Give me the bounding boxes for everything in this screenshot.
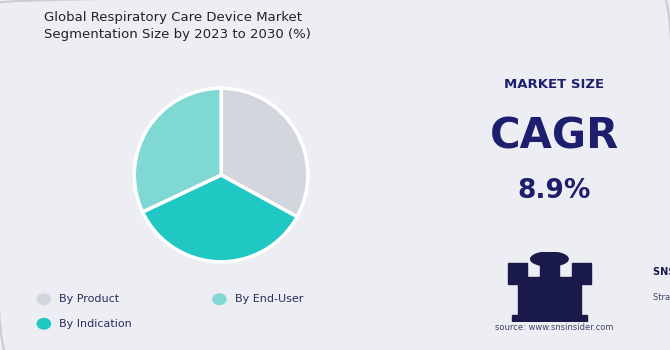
Wedge shape xyxy=(221,88,308,217)
Bar xyxy=(517,284,582,315)
Circle shape xyxy=(213,294,226,304)
Text: By End-User: By End-User xyxy=(234,294,303,304)
Text: Strategy & Stats: Strategy & Stats xyxy=(653,293,670,302)
Bar xyxy=(508,262,527,276)
Text: By Indication: By Indication xyxy=(59,319,132,329)
Bar xyxy=(572,262,591,276)
Bar xyxy=(508,276,591,284)
Text: 8.9%: 8.9% xyxy=(518,178,591,204)
Circle shape xyxy=(38,294,50,304)
Circle shape xyxy=(531,252,568,266)
Wedge shape xyxy=(134,88,221,212)
Bar xyxy=(540,262,559,276)
Text: Global Respiratory Care Device Market
Segmentation Size by 2023 to 2030 (%): Global Respiratory Care Device Market Se… xyxy=(44,10,311,41)
Wedge shape xyxy=(143,175,297,262)
Text: MARKET SIZE: MARKET SIZE xyxy=(505,77,604,91)
Circle shape xyxy=(38,318,50,329)
Text: source: www.snsinsider.com: source: www.snsinsider.com xyxy=(495,323,614,332)
Bar xyxy=(512,315,587,322)
Text: SNS INSIDER: SNS INSIDER xyxy=(653,267,670,276)
Text: By Product: By Product xyxy=(59,294,119,304)
Text: CAGR: CAGR xyxy=(490,116,619,158)
